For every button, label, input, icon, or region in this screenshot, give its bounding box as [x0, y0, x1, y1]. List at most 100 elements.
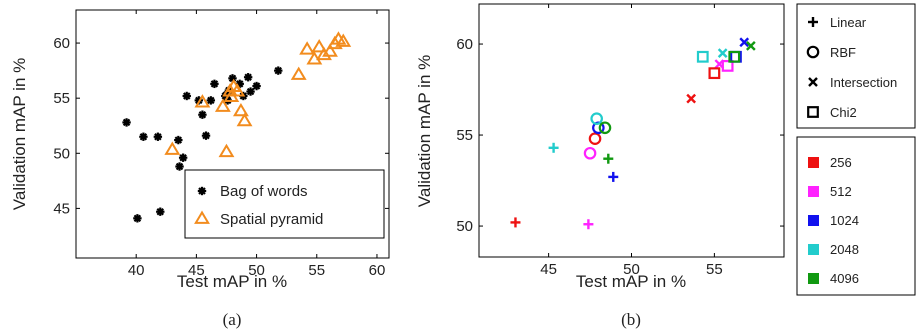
point-bag-of-words	[246, 87, 255, 96]
point-square	[721, 59, 734, 72]
x-tick-label-a: 60	[369, 262, 386, 279]
point-bag-of-words	[156, 207, 165, 216]
legend-label-rbf: RBF	[830, 45, 856, 60]
caption-a: (a)	[223, 310, 242, 329]
x-tick-label-b: 55	[706, 261, 723, 278]
legend-label-4096: 4096	[830, 271, 859, 286]
point-plus	[510, 217, 521, 228]
point-bag-of-words	[153, 132, 163, 141]
x-axis-label-b: Test mAP in %	[576, 272, 686, 291]
point-bag-of-words	[243, 73, 253, 82]
legend-swatch-2048	[808, 244, 819, 255]
legend-label-linear: Linear	[830, 15, 867, 30]
legend-a: Bag of words Spatial pyramid	[184, 169, 385, 239]
point-plus	[603, 153, 614, 164]
point-spatial-pyramid	[335, 33, 352, 47]
legend-label-bag-of-words: Bag of words	[220, 183, 308, 200]
point-spatial-pyramid	[194, 94, 211, 108]
point-cross	[717, 48, 728, 58]
y-axis-label-a: Validation mAP in %	[10, 58, 29, 210]
y-tick-label-b: 60	[456, 36, 473, 53]
legend-label-256: 256	[830, 155, 852, 170]
legend-label-chi2: Chi2	[830, 105, 857, 120]
point-spatial-pyramid	[299, 41, 316, 55]
panel-b: 45 50 55 50 55 60 Test mAP in % Validation mA…	[415, 3, 916, 329]
point-cross	[686, 93, 697, 104]
y-tick-label-a: 45	[53, 200, 70, 217]
legend-label-1024: 1024	[830, 213, 859, 228]
y-tick-label-b: 55	[456, 127, 473, 144]
legend-marker-chi2	[807, 106, 819, 118]
legend-marker-rbf	[806, 45, 820, 59]
x-tick-label-a: 55	[308, 262, 325, 279]
point-bag-of-words	[274, 66, 283, 75]
legend-feature-size: 256 512 1024 2048 4096	[796, 136, 916, 296]
x-tick-label-a: 50	[248, 262, 265, 279]
point-spatial-pyramid	[311, 39, 328, 53]
legend-kernel: Linear RBF Intersection Chi2	[796, 3, 916, 129]
y-axis-label-b: Validation mAP in %	[415, 55, 434, 207]
point-bag-of-words	[133, 214, 142, 223]
point-spatial-pyramid	[236, 112, 253, 127]
point-bag-of-words	[178, 153, 188, 162]
point-square	[708, 67, 721, 80]
point-bag-of-words	[122, 118, 131, 127]
point-circle	[590, 112, 603, 125]
point-spatial-pyramid	[232, 102, 249, 117]
legend-marker-spatial-pyramid	[194, 210, 210, 224]
x-tick-label-b: 45	[540, 261, 557, 278]
y-tick-label-b: 50	[456, 218, 473, 235]
data-points-a	[122, 31, 352, 223]
point-bag-of-words	[210, 79, 219, 89]
axis-ticks-b: 45 50 55 50 55 60	[456, 4, 784, 278]
panel-a: 40 45 50 55 60 45 50 55 60 Test mAP in % Validat…	[10, 9, 390, 329]
legend-label-512: 512	[830, 184, 852, 199]
point-spatial-pyramid	[218, 143, 235, 158]
point-plus	[608, 171, 619, 182]
legend-marker-linear	[808, 17, 818, 27]
point-bag-of-words	[252, 81, 261, 91]
legend-swatch-256	[808, 157, 819, 168]
point-circle	[583, 146, 597, 160]
point-bag-of-words	[198, 110, 207, 119]
point-plus	[548, 142, 559, 153]
legend-marker-spatial-pyramid	[194, 210, 210, 224]
x-tick-label-b: 50	[623, 261, 640, 278]
point-bag-of-words	[182, 91, 191, 101]
point-bag-of-words	[139, 132, 148, 141]
point-spatial-pyramid	[214, 98, 231, 112]
axis-ticks-a: 40 45 50 55 60 45 50 55 60	[53, 10, 389, 279]
legend-label-spatial-pyramid: Spatial pyramid	[220, 211, 323, 228]
legend-marker-bag-of-words	[197, 186, 207, 196]
y-tick-label-a: 60	[53, 35, 70, 52]
legend-marker-bag-of-words	[197, 186, 207, 196]
legend-swatch-1024	[808, 215, 819, 226]
legend-swatch-512	[808, 186, 819, 197]
point-plus	[583, 219, 594, 230]
legend-marker-intersection	[808, 77, 818, 87]
point-spatial-pyramid	[322, 43, 338, 57]
point-spatial-pyramid	[316, 46, 332, 61]
legend-swatch-4096	[808, 273, 819, 284]
point-bag-of-words	[175, 162, 184, 171]
legend-box-a	[184, 169, 385, 239]
x-axis-label-a: Test mAP in %	[177, 272, 287, 291]
legend-label-intersection: Intersection	[830, 75, 897, 90]
point-circle	[598, 121, 612, 135]
point-cross	[739, 37, 750, 48]
point-spatial-pyramid	[229, 83, 246, 97]
point-cross	[745, 41, 756, 51]
caption-b: (b)	[621, 310, 641, 329]
y-tick-label-a: 50	[53, 145, 70, 162]
point-bag-of-words	[174, 135, 183, 145]
point-square	[728, 50, 741, 63]
x-tick-label-a: 40	[128, 262, 145, 279]
plot-area-b	[478, 3, 785, 258]
point-bag-of-words	[206, 96, 216, 105]
legend-label-2048: 2048	[830, 242, 859, 257]
point-spatial-pyramid	[290, 66, 307, 80]
point-spatial-pyramid	[164, 141, 181, 155]
point-bag-of-words	[201, 131, 211, 140]
data-points-b	[510, 37, 756, 230]
